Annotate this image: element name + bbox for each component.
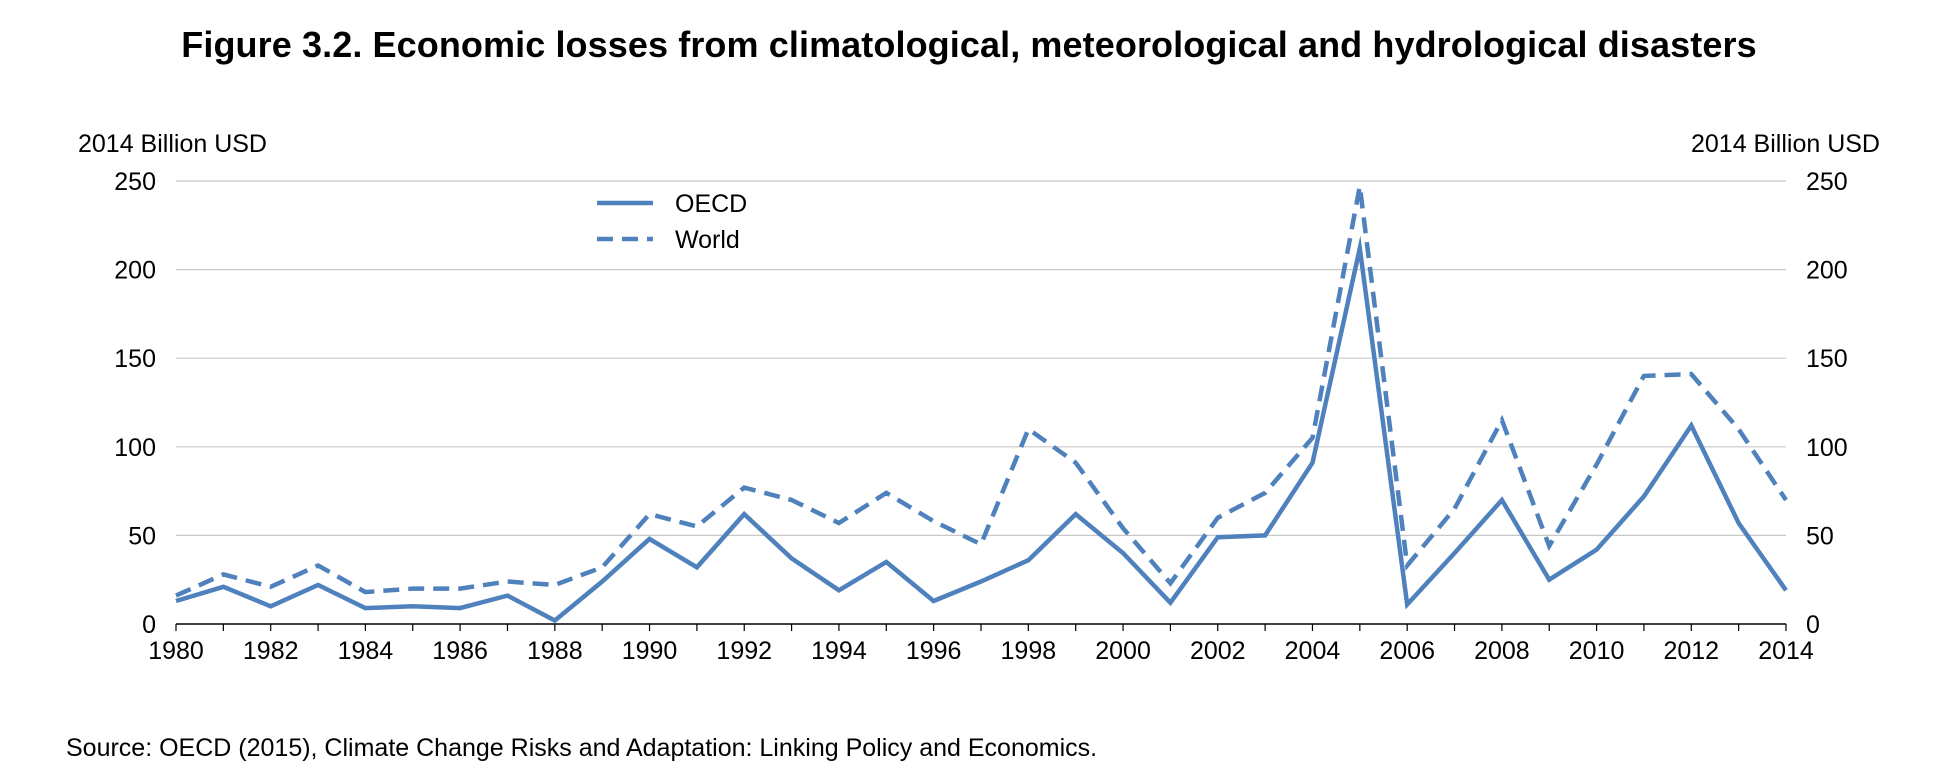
legend-label-world: World: [675, 226, 740, 254]
x-tick-label: 2002: [1190, 637, 1246, 665]
y-tick-label: 50: [1806, 522, 1834, 550]
y-axis-left-label: 2014 Billion USD: [78, 130, 267, 158]
y-axis-right-label: 2014 Billion USD: [1691, 130, 1880, 158]
axes: [175, 623, 1787, 631]
x-tick-label: 2008: [1474, 637, 1530, 665]
y-axis-right-ticks: 0 50 100 150 200 250: [1806, 168, 1848, 639]
series-line-world: [175, 171, 1788, 598]
y-axis-left-ticks: 0 50 100 150 200 250: [114, 168, 156, 639]
y-tick-label: 50: [128, 522, 156, 550]
x-tick-label: 1992: [716, 637, 772, 665]
series-line-oecd: [175, 235, 1788, 624]
y-tick-label: 100: [1806, 434, 1848, 462]
y-tick-label: 0: [1806, 611, 1820, 639]
x-axis-ticks: 1980 1982 1984 1986 1988 1990 1992 1994 1996 1998…: [148, 637, 1814, 665]
x-tick-label: 1990: [622, 637, 678, 665]
y-tick-label: 200: [1806, 257, 1848, 285]
x-tick-label: 2010: [1569, 637, 1625, 665]
x-tick-label: 1988: [527, 637, 583, 665]
x-tick-label: 2014: [1758, 637, 1814, 665]
gridlines: [176, 180, 1786, 537]
x-tick-label: 2004: [1285, 637, 1341, 665]
x-tick-label: 1998: [1001, 637, 1057, 665]
x-tick-label: 1996: [906, 637, 962, 665]
chart-title: Figure 3.2. Economic losses from climato…: [181, 24, 1757, 65]
series-layer: [175, 171, 1788, 624]
x-tick-label: 1994: [811, 637, 867, 665]
x-tick-label: 1984: [338, 637, 394, 665]
source-note: Source: OECD (2015), Climate Change Risk…: [66, 734, 1098, 762]
y-tick-label: 250: [1806, 168, 1848, 196]
y-tick-label: 200: [114, 257, 156, 285]
y-tick-label: 0: [142, 611, 156, 639]
legend: OECD World: [597, 190, 747, 254]
y-tick-label: 150: [114, 345, 156, 373]
y-tick-label: 100: [114, 434, 156, 462]
x-tick-label: 1982: [243, 637, 299, 665]
x-tick-label: 1980: [148, 637, 204, 665]
x-tick-label: 2012: [1663, 637, 1719, 665]
legend-label-oecd: OECD: [675, 190, 747, 218]
x-tick-label: 2006: [1379, 637, 1435, 665]
y-tick-label: 150: [1806, 345, 1848, 373]
x-tick-label: 1986: [432, 637, 488, 665]
y-tick-label: 250: [114, 168, 156, 196]
x-tick-label: 2000: [1095, 637, 1151, 665]
